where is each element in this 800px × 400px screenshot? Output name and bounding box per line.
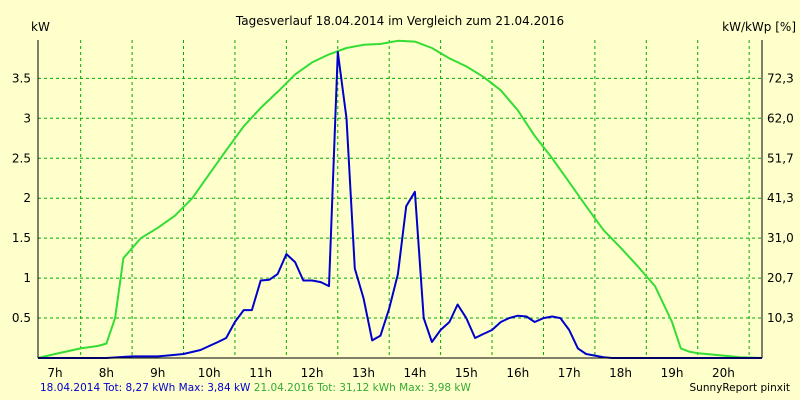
y-right-tick-label: 20,7 [767,271,794,285]
x-tick-label: 17h [558,366,581,380]
y-right-tick-label: 31,0 [767,231,794,245]
x-tick-label: 20h [712,366,735,380]
chart-title: Tagesverlauf 18.04.2014 im Vergleich zum… [235,14,564,28]
y-right-unit: kW/kWp [%] [722,20,796,34]
y-right-tick-label: 62,0 [767,111,794,125]
y-left-tick-label: 3.5 [12,71,31,85]
y-left-tick-label: 1.5 [12,231,31,245]
y-left-tick-label: 0.5 [12,311,31,325]
x-tick-label: 11h [249,366,272,380]
legend-2014: 18.04.2014 Tot: 8,27 kWh Max: 3,84 kW [40,382,251,394]
y-left-tick-label: 2 [23,191,31,205]
x-tick-label: 14h [403,366,426,380]
x-tick-label: 15h [455,366,478,380]
x-tick-label: 16h [506,366,529,380]
x-tick-label: 8h [99,366,114,380]
x-tick-label: 18h [609,366,632,380]
y-right-tick-label: 10,3 [767,311,794,325]
y-left-tick-label: 3 [23,111,31,125]
y-left-unit: kW [31,20,50,34]
x-tick-label: 7h [47,366,62,380]
y-right-tick-label: 41,3 [767,191,794,205]
legend-2016: 21.04.2016 Tot: 31,12 kWh Max: 3,98 kW [253,382,471,394]
x-tick-label: 12h [301,366,324,380]
y-right-tick-label: 51,7 [767,151,794,165]
y-left-tick-label: 2.5 [12,151,31,165]
y-right-tick-label: 72,3 [767,71,794,85]
credit: SunnyReport pinxit [689,382,790,394]
y-left-tick-label: 1 [23,271,31,285]
x-tick-label: 19h [661,366,684,380]
x-tick-label: 9h [150,366,165,380]
x-tick-label: 10h [198,366,221,380]
series-line-2016 [37,39,763,359]
x-tick-label: 13h [352,366,375,380]
footer-legend: 18.04.2014 Tot: 8,27 kWh Max: 3,84 kW 21… [40,382,471,394]
axis-ticks: 7h 8h 9h 10h 11h 12h 13h 14h 15h 16h 17h 18h 19h 20h 0… [12,71,794,380]
